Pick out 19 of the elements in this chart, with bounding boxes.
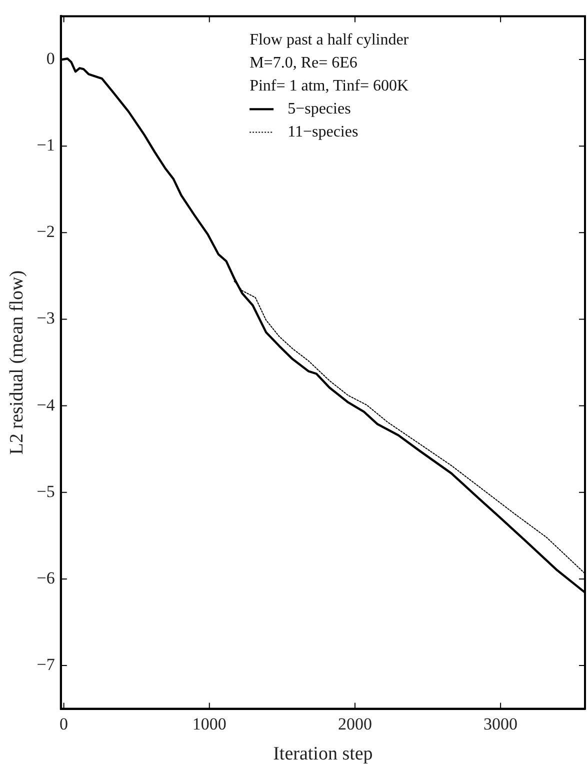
x-tick-label: 2000 (338, 714, 372, 734)
y-tick-label: −3 (36, 308, 55, 328)
annotation: Pinf= 1 atm, Tinf= 600K (250, 77, 409, 94)
annotation: Flow past a half cylinder (250, 31, 410, 48)
y-tick-label: −6 (36, 568, 55, 588)
legend-label: 11−species (288, 123, 358, 140)
legend-label: 5−species (288, 100, 351, 118)
y-tick-label: −2 (36, 222, 55, 242)
y-tick-label: −7 (36, 654, 56, 674)
y-tick-label: −5 (36, 482, 55, 501)
x-axis-title: Iteration step (273, 744, 373, 765)
y-axis-title: L2 residual (mean flow) (6, 270, 28, 455)
y-tick-label: −4 (36, 395, 56, 414)
x-tick-label: 3000 (484, 714, 518, 734)
x-tick-label: 1000 (192, 714, 226, 734)
annotation: M=7.0, Re= 6E6 (250, 54, 358, 72)
y-tick-label: 0 (46, 48, 55, 68)
x-tick-label: 0 (60, 714, 68, 734)
y-tick-label: −1 (36, 136, 55, 155)
